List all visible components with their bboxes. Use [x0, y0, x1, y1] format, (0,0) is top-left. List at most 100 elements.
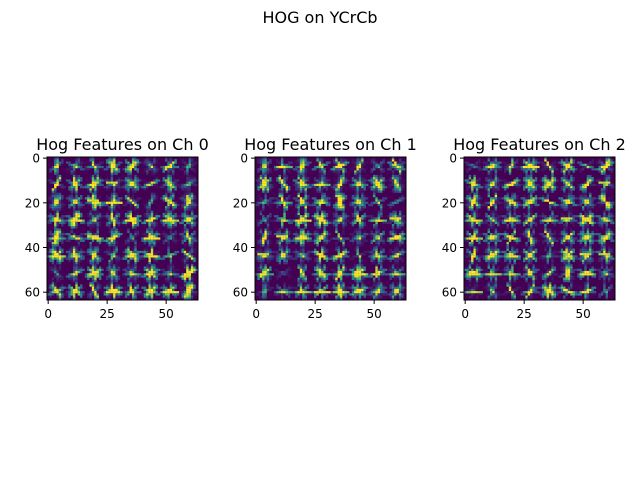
heatmap-cell: [174, 220, 176, 222]
heatmap-cell: [104, 240, 106, 242]
heatmap-cell: [314, 188, 316, 190]
heatmap-cell: [193, 287, 195, 289]
heatmap-cell: [49, 293, 51, 295]
heatmap-cell: [326, 273, 328, 275]
heatmap-cell: [333, 287, 335, 289]
heatmap-cell: [132, 253, 134, 255]
heatmap-cell: [184, 262, 186, 264]
heatmap-cell: [82, 258, 84, 260]
heatmap-cell: [321, 175, 323, 177]
heatmap-cell: [302, 229, 304, 231]
heatmap-cell: [279, 204, 281, 206]
heatmap-cell: [146, 255, 148, 257]
heatmap-cell: [132, 237, 134, 239]
heatmap-cell: [338, 258, 340, 260]
heatmap-cell: [89, 271, 91, 273]
heatmap-cell: [326, 202, 328, 204]
heatmap-cell: [394, 289, 396, 291]
heatmap-cell: [108, 271, 110, 273]
heatmap-cell: [321, 240, 323, 242]
heatmap-cell: [283, 175, 285, 177]
heatmap-cell: [73, 206, 75, 208]
heatmap-cell: [59, 197, 61, 199]
heatmap-cell: [108, 269, 110, 271]
heatmap-cell: [267, 237, 269, 239]
heatmap-cell: [359, 173, 361, 175]
heatmap-cell: [54, 204, 56, 206]
heatmap-cell: [281, 161, 283, 163]
heatmap-cell: [148, 255, 150, 257]
heatmap-cell: [361, 175, 363, 177]
heatmap-cell: [342, 251, 344, 253]
heatmap-cell: [490, 161, 492, 163]
heatmap-cell: [75, 199, 77, 201]
heatmap-cell: [392, 269, 394, 271]
heatmap-cell: [264, 193, 266, 195]
heatmap-cell: [146, 182, 148, 184]
heatmap-cell: [380, 255, 382, 257]
heatmap-cell: [371, 293, 373, 295]
heatmap-cell: [130, 173, 132, 175]
heatmap-cell: [373, 280, 375, 282]
heatmap-cell: [66, 233, 68, 235]
heatmap-cell: [191, 253, 193, 255]
heatmap-cell: [125, 289, 127, 291]
heatmap-cell: [172, 191, 174, 193]
heatmap-cell: [302, 179, 304, 181]
heatmap-cell: [300, 237, 302, 239]
heatmap-cell: [333, 275, 335, 277]
heatmap-cell: [316, 260, 318, 262]
heatmap-cell: [401, 161, 403, 163]
heatmap-cell: [148, 284, 150, 286]
heatmap-cell: [281, 253, 283, 255]
heatmap-cell: [305, 264, 307, 266]
heatmap-cell: [279, 193, 281, 195]
heatmap-cell: [326, 266, 328, 268]
heatmap-cell: [174, 186, 176, 188]
heatmap-cell: [61, 215, 63, 217]
heatmap-cell: [106, 195, 108, 197]
heatmap-cell: [75, 278, 77, 280]
heatmap-cell: [511, 159, 513, 161]
heatmap-cell: [302, 273, 304, 275]
heatmap-cell: [598, 164, 600, 166]
heatmap-cell: [68, 284, 70, 286]
heatmap-cell: [276, 287, 278, 289]
heatmap-cell: [151, 226, 153, 228]
heatmap-cell: [314, 237, 316, 239]
heatmap-cell: [281, 271, 283, 273]
heatmap-cell: [132, 269, 134, 271]
heatmap-cell: [134, 159, 136, 161]
heatmap-cell: [401, 199, 403, 201]
heatmap-cell: [160, 184, 162, 186]
heatmap-cell: [283, 271, 285, 273]
heatmap-cell: [73, 271, 75, 273]
heatmap-cell: [356, 164, 358, 166]
heatmap-cell: [59, 177, 61, 179]
heatmap-cell: [375, 275, 377, 277]
heatmap-cell: [59, 258, 61, 260]
heatmap-cell: [113, 237, 115, 239]
heatmap-cell: [290, 161, 292, 163]
heatmap-cell: [399, 226, 401, 228]
heatmap-cell: [111, 168, 113, 170]
heatmap-cell: [307, 220, 309, 222]
heatmap-cell: [300, 291, 302, 293]
heatmap-cell: [385, 222, 387, 224]
heatmap-cell: [87, 251, 89, 253]
heatmap-cell: [52, 199, 54, 201]
heatmap-cell: [189, 255, 191, 257]
heatmap-cell: [286, 271, 288, 273]
heatmap-cell: [347, 287, 349, 289]
heatmap-cell: [172, 213, 174, 215]
heatmap-cell: [146, 166, 148, 168]
heatmap-cell: [305, 193, 307, 195]
heatmap-cell: [127, 237, 129, 239]
heatmap-cell: [342, 197, 344, 199]
heatmap-cell: [172, 184, 174, 186]
heatmap-cell: [319, 237, 321, 239]
heatmap-cell: [354, 197, 356, 199]
heatmap-cell: [352, 293, 354, 295]
heatmap-cell: [361, 289, 363, 291]
heatmap-cell: [340, 188, 342, 190]
